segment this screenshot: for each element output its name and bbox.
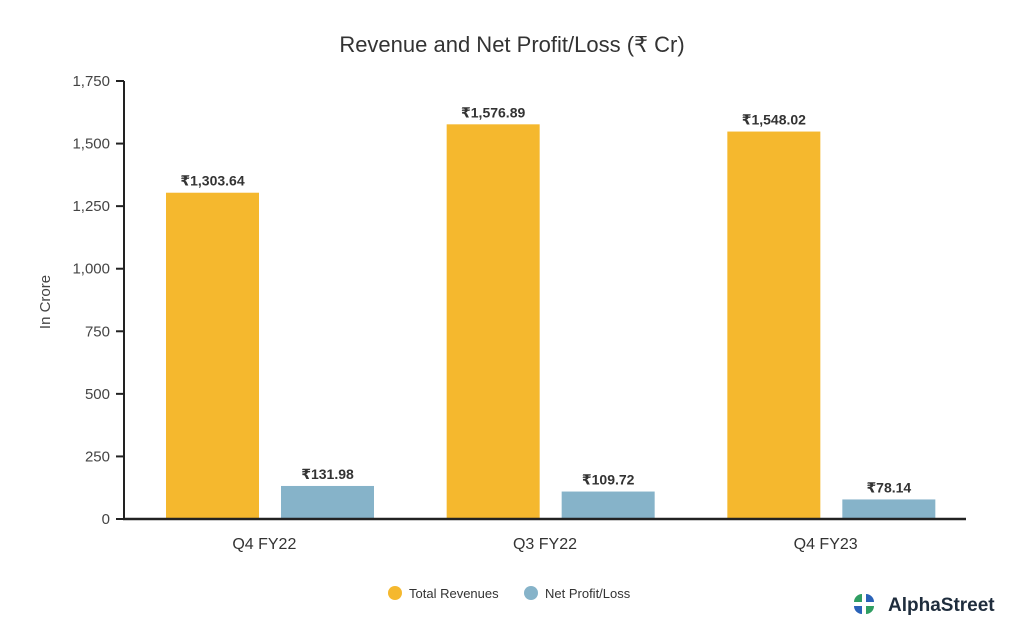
legend-label: Total Revenues: [409, 586, 499, 601]
bar-net-profit-loss-0: [281, 485, 374, 519]
data-label: ₹131.98: [301, 466, 354, 482]
y-tick-label: 750: [85, 323, 110, 340]
logo-segment: [854, 594, 862, 602]
y-axis-label: In Crore: [37, 275, 54, 329]
y-tick-label: 1,250: [72, 198, 110, 215]
legend-marker: [388, 586, 402, 600]
data-label: ₹78.14: [866, 479, 911, 495]
y-tick-label: 0: [102, 511, 110, 528]
chart-title: Revenue and Net Profit/Loss (₹ Cr): [339, 32, 684, 57]
legend-marker: [524, 586, 538, 600]
alphastreet-logo-icon: [854, 594, 874, 614]
data-label: ₹1,548.02: [742, 112, 806, 128]
y-tick-label: 1,000: [72, 261, 110, 278]
bars: [166, 124, 936, 519]
legend-label: Net Profit/Loss: [545, 586, 631, 601]
legend: Total Revenues Net Profit/Loss: [388, 586, 631, 601]
bar-total-revenues-0: [166, 192, 259, 519]
bar-net-profit-loss-1: [561, 491, 655, 519]
x-tick-label: Q3 FY22: [513, 536, 577, 553]
data-label: ₹1,576.89: [461, 104, 525, 120]
logo-segment: [866, 594, 874, 602]
bar-total-revenues-1: [446, 124, 540, 519]
y-tick-label: 1,500: [72, 136, 110, 153]
y-tick-label: 250: [85, 448, 110, 465]
x-tick-label: Q4 FY22: [232, 536, 296, 553]
x-tick-label: Q4 FY23: [794, 536, 858, 553]
y-axis: 0 250 500 750 1,000 1,250 1,500 1,750: [72, 73, 125, 528]
bar-total-revenues-2: [727, 131, 821, 519]
alphastreet-logo: AlphaStreet: [854, 594, 995, 616]
logo-segment: [854, 606, 862, 614]
brand-name: AlphaStreet: [888, 595, 995, 616]
y-tick-label: 1,750: [72, 73, 110, 90]
data-label: ₹1,303.64: [180, 173, 244, 189]
data-labels: ₹1,303.64 ₹131.98 ₹1,576.89 ₹109.72 ₹1,548.0…: [180, 104, 911, 495]
logo-segment: [866, 606, 874, 614]
x-axis: Q4 FY22 Q3 FY22 Q4 FY23: [123, 517, 966, 553]
y-tick-label: 500: [85, 386, 110, 403]
bar-net-profit-loss-2: [842, 499, 936, 519]
data-label: ₹109.72: [582, 472, 635, 488]
